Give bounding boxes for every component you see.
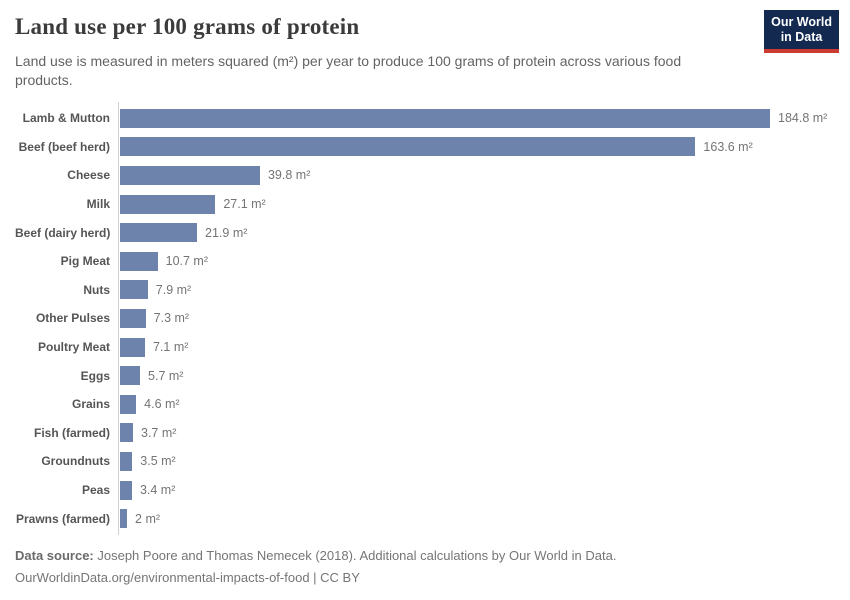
bar-track: 163.6 m²: [118, 133, 835, 162]
bar-row: Fish (farmed) 3.7 m²: [15, 419, 835, 448]
bar: [120, 108, 770, 128]
bar-track: 27.1 m²: [118, 190, 835, 219]
bar: [120, 423, 133, 443]
category-label: Poultry Meat: [37, 340, 110, 355]
value-label: 2 m²: [135, 511, 161, 526]
value-label: 7.1 m²: [152, 340, 189, 355]
bar-row: Beef (dairy herd) 21.9 m²: [15, 218, 835, 247]
category-label: Peas: [81, 483, 110, 498]
bar-track: 3.4 m²: [118, 476, 835, 505]
category-label: Nuts: [83, 282, 110, 297]
bar: [120, 223, 198, 243]
bar-row: Poultry Meat 7.1 m²: [15, 333, 835, 362]
category-label: Milk: [86, 197, 110, 212]
bar-track: 7.3 m²: [118, 304, 835, 333]
category-label: Other Pulses: [35, 311, 110, 326]
bar-track: 5.7 m²: [118, 361, 835, 390]
bar: [120, 308, 146, 328]
bar-row: Lamb & Mutton 184.8 m²: [15, 104, 835, 133]
value-label: 3.4 m²: [139, 483, 176, 498]
logo-text-line2: in Data: [780, 30, 823, 44]
bar: [120, 165, 260, 185]
bar: [120, 137, 696, 157]
category-label: Eggs: [80, 368, 110, 383]
value-label: 27.1 m²: [223, 197, 266, 212]
value-label: 21.9 m²: [205, 225, 248, 240]
bar-row: Cheese 39.8 m²: [15, 161, 835, 190]
chart-subtitle: Land use is measured in meters squared (…: [15, 53, 682, 88]
logo-text-line1: Our World: [771, 15, 832, 29]
category-label: Beef (beef herd): [18, 139, 110, 154]
license-link[interactable]: OurWorldinData.org/environmental-impacts…: [15, 570, 360, 585]
bar-row: Beef (beef herd) 163.6 m²: [15, 133, 835, 162]
data-source-text: Joseph Poore and Thomas Nemecek (2018). …: [93, 548, 617, 563]
bar-row: Pig Meat 10.7 m²: [15, 247, 835, 276]
category-label: Fish (farmed): [33, 425, 110, 440]
bar-row: Nuts 7.9 m²: [15, 276, 835, 305]
bar: [120, 337, 145, 357]
bar-track: 3.5 m²: [118, 447, 835, 476]
bar: [120, 394, 137, 414]
bar-track: 10.7 m²: [118, 247, 835, 276]
bar-track: 7.9 m²: [118, 276, 835, 305]
value-label: 10.7 m²: [165, 254, 209, 269]
bar-row: Milk 27.1 m²: [15, 190, 835, 219]
bar-track: 3.7 m²: [118, 419, 835, 448]
bar: [120, 509, 128, 529]
value-label: 163.6 m²: [703, 139, 753, 154]
value-label: 3.7 m²: [141, 425, 177, 440]
bar-track: 39.8 m²: [118, 161, 835, 190]
data-source-label: Data source:: [15, 548, 94, 563]
owid-logo: Our World in Data: [764, 10, 839, 53]
value-label: 5.7 m²: [148, 368, 184, 383]
value-label: 39.8 m²: [267, 168, 311, 183]
bar: [120, 366, 141, 386]
chart-footer: Data source: Joseph Poore and Thomas Nem…: [15, 545, 616, 589]
category-label: Prawns (farmed): [15, 511, 110, 526]
bar-row: Prawns (farmed) 2 m²: [15, 504, 835, 533]
value-label: 7.3 m²: [153, 311, 190, 326]
bar-row: Groundnuts 3.5 m²: [15, 447, 835, 476]
bar-track: 7.1 m²: [118, 333, 835, 362]
bar-row: Peas 3.4 m²: [15, 476, 835, 505]
category-label: Lamb & Mutton: [22, 111, 110, 126]
value-label: 3.5 m²: [140, 454, 176, 469]
bar-track: 21.9 m²: [118, 218, 835, 247]
bar-row: Other Pulses 7.3 m²: [15, 304, 835, 333]
value-label: 7.9 m²: [155, 282, 192, 297]
value-label: 184.8 m²: [778, 111, 828, 126]
bar: [120, 251, 158, 271]
category-label: Groundnuts: [41, 454, 110, 469]
value-label: 4.6 m²: [144, 397, 180, 412]
bar-track: 4.6 m²: [118, 390, 835, 419]
bar: [120, 194, 216, 214]
plot-area: Lamb & Mutton 184.8 m² Beef (beef herd) 163…: [15, 102, 835, 535]
bar: [120, 451, 133, 471]
category-label: Cheese: [67, 168, 110, 183]
bar-row: Grains 4.6 m²: [15, 390, 835, 419]
bar-track: 2 m²: [118, 504, 835, 533]
bar: [120, 280, 148, 300]
bar-track: 184.8 m²: [118, 104, 835, 133]
category-label: Beef (dairy herd): [15, 225, 111, 240]
bar-row: Eggs 5.7 m²: [15, 361, 835, 390]
category-label: Pig Meat: [60, 254, 110, 269]
category-label: Grains: [71, 397, 110, 412]
page-title: Land use per 100 grams of protein: [15, 14, 360, 39]
y-axis-line: [118, 102, 119, 535]
bar: [120, 480, 132, 500]
data-source-line: Data source: Joseph Poore and Thomas Nem…: [15, 545, 616, 567]
